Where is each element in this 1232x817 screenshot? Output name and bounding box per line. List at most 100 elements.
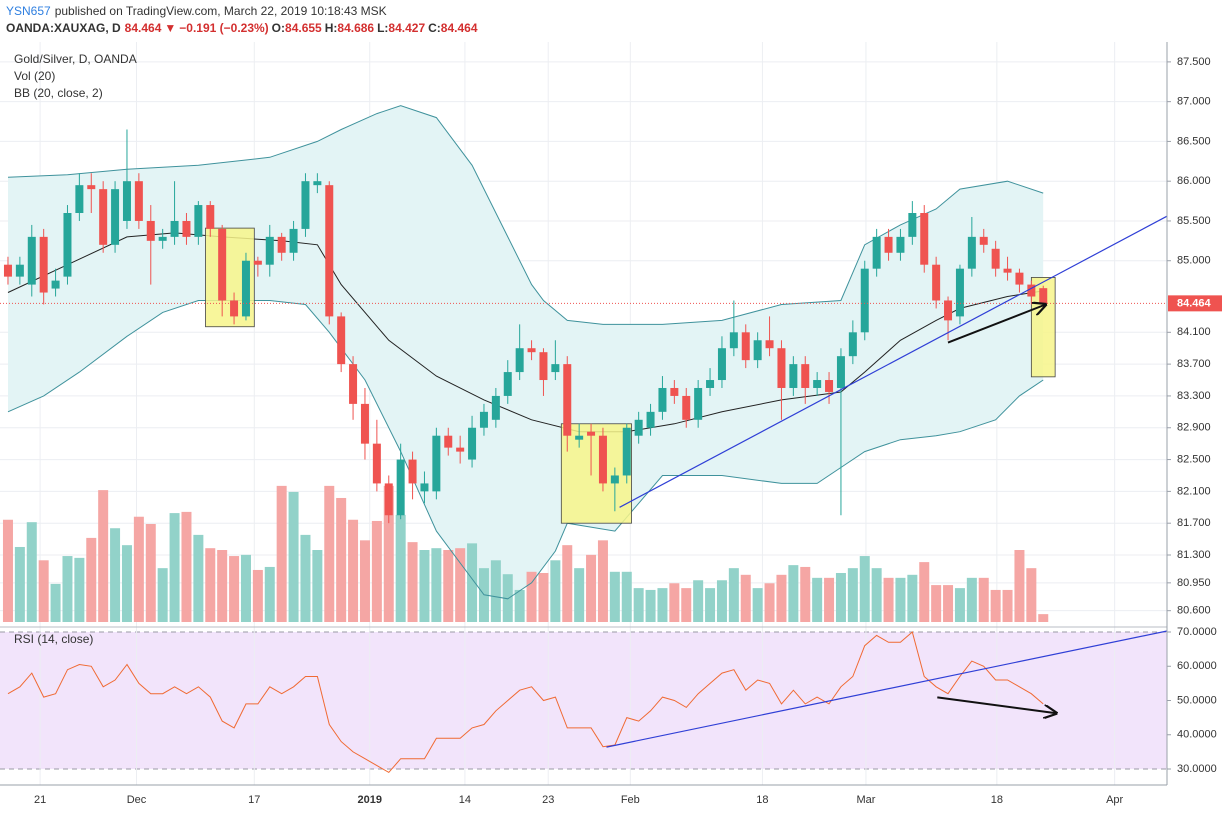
candle-body	[3, 264, 12, 277]
candle-body	[432, 435, 441, 492]
volume-bar	[740, 574, 751, 622]
candle-body	[991, 248, 1000, 269]
volume-bar	[978, 577, 989, 622]
volume-bar	[217, 550, 228, 622]
candle-body	[1015, 272, 1024, 285]
candle-body	[527, 348, 536, 353]
candle-body	[1003, 268, 1012, 273]
volume-bar	[336, 497, 347, 622]
candle-body	[598, 435, 607, 484]
trend-line	[606, 630, 1168, 748]
candle-body	[146, 220, 155, 241]
volume-bar	[443, 550, 454, 622]
volume-bar	[38, 560, 49, 622]
volume-bar	[2, 519, 13, 622]
candle-body	[420, 483, 429, 492]
candle-body	[563, 364, 572, 436]
volume-bar	[895, 577, 906, 622]
volume-bar	[110, 528, 121, 622]
volume-bar	[1014, 550, 1025, 622]
candle-body	[634, 419, 643, 436]
candle-body	[87, 185, 96, 190]
candle-body	[717, 348, 726, 381]
volume-bar	[467, 543, 478, 622]
volume-bar	[788, 565, 799, 622]
x-tick-label: 18	[991, 794, 1003, 806]
candle-body	[825, 380, 834, 392]
candle-body	[360, 403, 369, 444]
volume-bar	[288, 491, 299, 622]
candle-body	[503, 372, 512, 396]
volume-bar	[169, 513, 180, 622]
volume-bar	[705, 588, 716, 622]
candle-body	[277, 236, 286, 253]
volume-bar	[526, 571, 537, 622]
y-tick-label: 82.500	[1177, 453, 1211, 465]
volume-bar	[657, 588, 668, 622]
volume-bar	[145, 523, 156, 622]
candle-body	[682, 395, 691, 420]
candle-body	[670, 387, 679, 396]
volume-bar	[776, 574, 787, 622]
candle-body	[301, 181, 310, 229]
rsi-tick-label: 60.0000	[1177, 660, 1217, 672]
candle-body	[967, 236, 976, 269]
candle-body	[872, 236, 881, 269]
x-tick-label: 14	[459, 794, 471, 806]
candle-body	[646, 411, 655, 428]
volume-bar	[954, 588, 965, 622]
candle-body	[539, 352, 548, 381]
volume-bar	[252, 569, 263, 622]
volume-bar	[514, 589, 525, 622]
y-tick-label: 85.500	[1177, 215, 1211, 227]
candle-body	[122, 181, 131, 221]
chart-title: Gold/Silver, D, OANDA	[14, 52, 137, 66]
candle-body	[349, 364, 358, 404]
volume-bar	[728, 568, 739, 622]
volume-bar	[538, 572, 549, 622]
bb-upper	[7, 105, 1044, 325]
candle-body	[932, 264, 941, 301]
close: 84.464	[441, 21, 478, 35]
last-price-box	[1168, 295, 1222, 312]
volume-bar	[943, 585, 954, 622]
y-tick-label: 80.950	[1177, 577, 1211, 589]
volume-bar	[574, 568, 585, 622]
candle-body	[836, 356, 845, 388]
high: 84.686	[337, 21, 374, 35]
candle-body	[218, 228, 227, 301]
candle-body	[658, 387, 667, 412]
candle-body	[194, 205, 203, 237]
volume-bar	[1038, 614, 1049, 622]
candle-body	[372, 443, 381, 484]
candle-body	[777, 348, 786, 388]
volume-bar	[764, 583, 775, 622]
candle-body	[51, 280, 60, 289]
volume-bar	[300, 534, 311, 622]
low: 84.427	[388, 21, 425, 35]
volume-bar	[348, 519, 359, 622]
volume-bar	[907, 574, 918, 622]
rsi-tick-label: 30.0000	[1177, 763, 1217, 775]
y-tick-label: 82.100	[1177, 485, 1211, 497]
candle-body	[444, 435, 453, 448]
y-tick-label: 86.000	[1177, 175, 1211, 187]
candle-body	[491, 395, 500, 420]
low-label: L:	[377, 21, 388, 35]
volume-bar	[681, 588, 692, 622]
candle-body	[63, 213, 72, 277]
volume-bar	[1002, 589, 1013, 622]
rsi-tick-label: 50.0000	[1177, 694, 1217, 706]
candle-body	[456, 447, 465, 452]
candle-body	[551, 364, 560, 373]
volume-bar	[609, 571, 620, 622]
volume-bar	[419, 550, 430, 622]
y-tick-label: 83.300	[1177, 390, 1211, 402]
candle-body	[706, 380, 715, 388]
candle-body	[801, 364, 810, 388]
rsi-label: RSI (14, close)	[14, 632, 93, 646]
candle-body	[27, 236, 36, 285]
candle-body	[15, 264, 24, 277]
trend-line	[619, 215, 1168, 508]
